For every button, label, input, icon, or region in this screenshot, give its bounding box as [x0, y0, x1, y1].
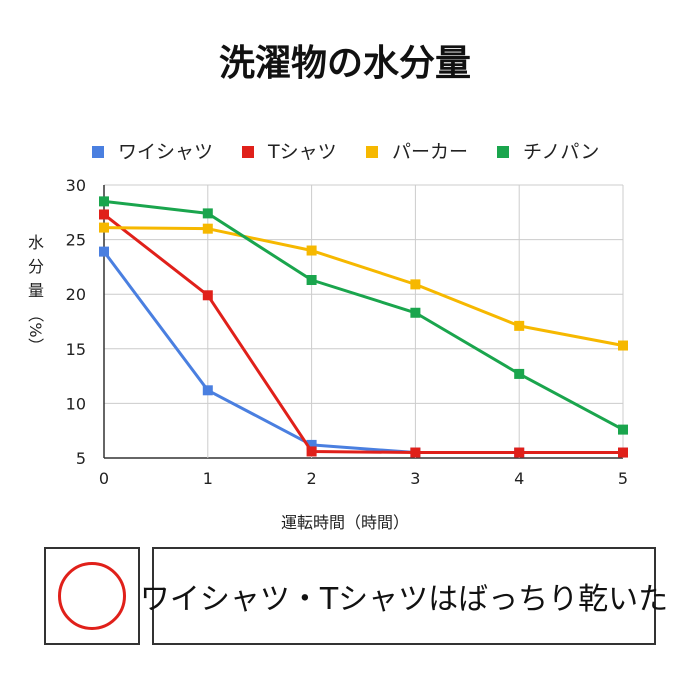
- y-tick-label: 20: [66, 285, 86, 304]
- legend-label: チノパン: [523, 141, 599, 163]
- legend: ワイシャツ Tシャツ パーカー チノパン: [92, 141, 599, 163]
- legend-label: パーカー: [392, 141, 468, 163]
- legend-swatch: [497, 146, 509, 158]
- data-point-marker: [202, 385, 213, 396]
- data-point-marker: [99, 209, 109, 220]
- data-point-marker: [410, 307, 421, 318]
- data-point-marker: [306, 245, 317, 256]
- circle-symbol-icon: [58, 562, 126, 630]
- data-point-marker: [514, 447, 525, 458]
- data-point-marker: [306, 275, 317, 286]
- data-point-marker: [99, 246, 109, 257]
- series-line: [103, 199, 624, 431]
- y-axis-title-char: （%）: [26, 306, 45, 353]
- data-point-marker: [618, 424, 628, 435]
- legend-swatch: [242, 146, 254, 158]
- data-point-marker: [410, 447, 421, 458]
- data-point-marker: [99, 196, 109, 207]
- data-point-marker: [306, 439, 317, 450]
- y-axis-title-char: 量: [28, 281, 44, 300]
- series-lines: [99, 196, 628, 458]
- legend-label: ワイシャツ: [118, 141, 213, 163]
- y-axis-title-char: 分: [28, 257, 44, 276]
- legend-swatch: [92, 146, 104, 158]
- y-tick-label: 25: [66, 231, 86, 250]
- series-line: [102, 250, 623, 455]
- data-point-marker: [202, 223, 213, 234]
- y-axis-ticks: 5 10 15 20 25 30: [66, 176, 86, 468]
- data-point-marker: [202, 290, 213, 301]
- y-tick-label: 15: [66, 340, 86, 359]
- x-tick-label: 0: [99, 469, 109, 488]
- data-point-marker: [514, 320, 525, 331]
- series-line: [103, 213, 623, 455]
- result-caption: ワイシャツ・Tシャツはばっちり乾いた: [139, 582, 669, 617]
- data-point-marker: [618, 340, 628, 351]
- result-symbol-box: [44, 547, 140, 645]
- result-caption-box: ワイシャツ・Tシャツはばっちり乾いた: [140, 547, 668, 645]
- gridlines: [103, 184, 624, 459]
- series-line: [103, 226, 624, 347]
- legend-swatch: [366, 146, 378, 158]
- x-tick-label: 3: [410, 469, 420, 488]
- y-tick-label: 30: [66, 176, 86, 195]
- y-axis-title-char: 水: [28, 233, 44, 252]
- y-tick-label: 5: [76, 449, 86, 468]
- x-tick-label: 2: [307, 469, 317, 488]
- y-tick-label: 10: [66, 394, 86, 413]
- data-point-marker: [410, 279, 421, 290]
- y-axis-title: 水分量 （%）: [26, 233, 45, 354]
- legend-label: Tシャツ: [267, 141, 337, 163]
- x-tick-label: 4: [514, 469, 524, 488]
- x-axis-ticks: 0 1 2 3 4 5: [99, 469, 628, 488]
- x-axis-title: 運転時間（時間）: [281, 513, 409, 532]
- chart-title: 洗濯物の水分量: [219, 43, 471, 84]
- data-point-marker: [306, 446, 317, 457]
- x-tick-label: 1: [203, 469, 213, 488]
- x-tick-label: 5: [618, 469, 628, 488]
- data-point-marker: [202, 208, 213, 219]
- data-point-marker: [99, 222, 109, 233]
- data-point-marker: [618, 447, 628, 458]
- data-point-marker: [514, 368, 525, 379]
